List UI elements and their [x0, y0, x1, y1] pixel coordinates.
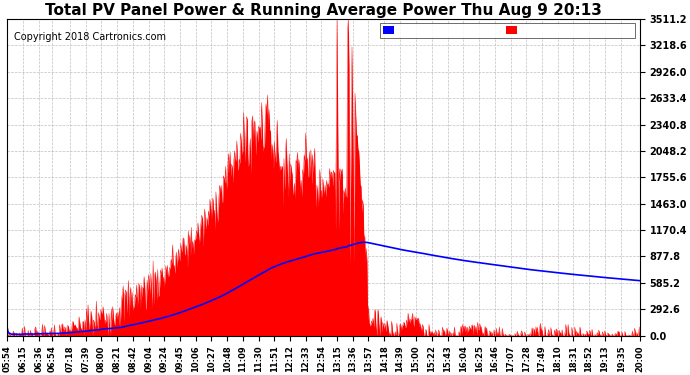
Text: Copyright 2018 Cartronics.com: Copyright 2018 Cartronics.com — [14, 32, 166, 42]
Title: Total PV Panel Power & Running Average Power Thu Aug 9 20:13: Total PV Panel Power & Running Average P… — [45, 3, 602, 18]
Legend: Average (DC Watts), PV Panels (DC Watts): Average (DC Watts), PV Panels (DC Watts) — [380, 24, 635, 38]
